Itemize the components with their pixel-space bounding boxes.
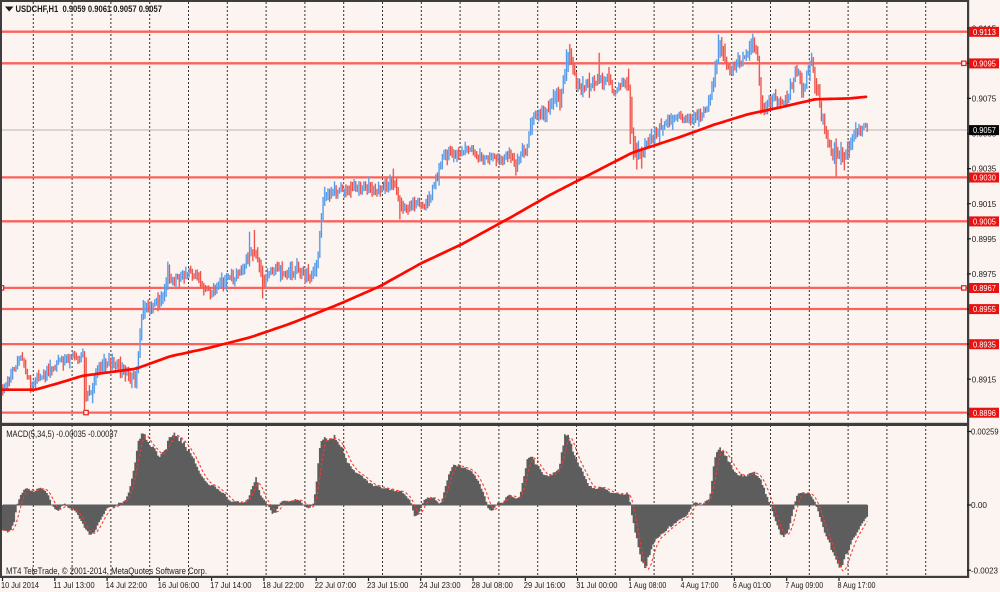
svg-text:0.8967: 0.8967 [973, 283, 996, 293]
svg-text:0.00259: 0.00259 [971, 427, 999, 437]
svg-text:29 Jul 16:00: 29 Jul 16:00 [524, 580, 566, 590]
svg-text:MACD(5,34,5) -0.00035 -0.00037: MACD(5,34,5) -0.00035 -0.00037 [6, 429, 118, 439]
svg-text:0.8896: 0.8896 [973, 408, 996, 418]
svg-text:MT4 TeleTrade, © 2001-2014, Me: MT4 TeleTrade, © 2001-2014, MetaQuotes S… [6, 566, 207, 576]
svg-text:0.9005: 0.9005 [973, 217, 996, 227]
svg-text:0.9113: 0.9113 [973, 27, 996, 37]
svg-text:7 Aug 09:00: 7 Aug 09:00 [785, 580, 823, 590]
svg-text:23 Jul 15:00: 23 Jul 15:00 [367, 580, 409, 590]
svg-text:0.00: 0.00 [971, 500, 987, 510]
svg-text:18 Jul 22:00: 18 Jul 22:00 [262, 580, 304, 590]
svg-text:0.8975: 0.8975 [972, 269, 997, 279]
svg-text:22 Jul 07:00: 22 Jul 07:00 [315, 580, 357, 590]
svg-text:14 Jul 22:00: 14 Jul 22:00 [106, 580, 148, 590]
svg-text:16 Jul 06:00: 16 Jul 06:00 [158, 580, 200, 590]
svg-text:1 Aug 08:00: 1 Aug 08:00 [628, 580, 666, 590]
svg-text:6 Aug 01:00: 6 Aug 01:00 [733, 580, 771, 590]
svg-text:28 Jul 08:00: 28 Jul 08:00 [472, 580, 514, 590]
svg-text:0.8935: 0.8935 [973, 339, 996, 349]
svg-text:0.9095: 0.9095 [973, 59, 996, 69]
svg-text:17 Jul 14:00: 17 Jul 14:00 [210, 580, 252, 590]
svg-text:0.9075: 0.9075 [972, 94, 997, 104]
svg-text:0.8955: 0.8955 [973, 304, 996, 314]
svg-text:USDCHF,H1 0.9059 0.9061 0.905: USDCHF,H1 0.9059 0.9061 0.9057 0.9057 [16, 4, 163, 15]
svg-text:31 Jul 00:00: 31 Jul 00:00 [576, 580, 618, 590]
svg-text:11 Jul 13:00: 11 Jul 13:00 [53, 580, 95, 590]
svg-text:8 Aug 17:00: 8 Aug 17:00 [838, 580, 876, 590]
svg-text:-0.0023: -0.0023 [971, 565, 998, 575]
svg-text:0.9015: 0.9015 [972, 199, 997, 209]
svg-text:0.9057: 0.9057 [973, 125, 996, 135]
svg-text:0.8995: 0.8995 [972, 234, 997, 244]
svg-text:10 Jul 2014: 10 Jul 2014 [1, 580, 39, 590]
svg-text:0.8915: 0.8915 [972, 374, 997, 384]
svg-text:0.9035: 0.9035 [972, 164, 997, 174]
svg-text:24 Jul 23:00: 24 Jul 23:00 [419, 580, 461, 590]
svg-text:0.9030: 0.9030 [973, 173, 996, 183]
svg-text:4 Aug 17:00: 4 Aug 17:00 [681, 580, 719, 590]
